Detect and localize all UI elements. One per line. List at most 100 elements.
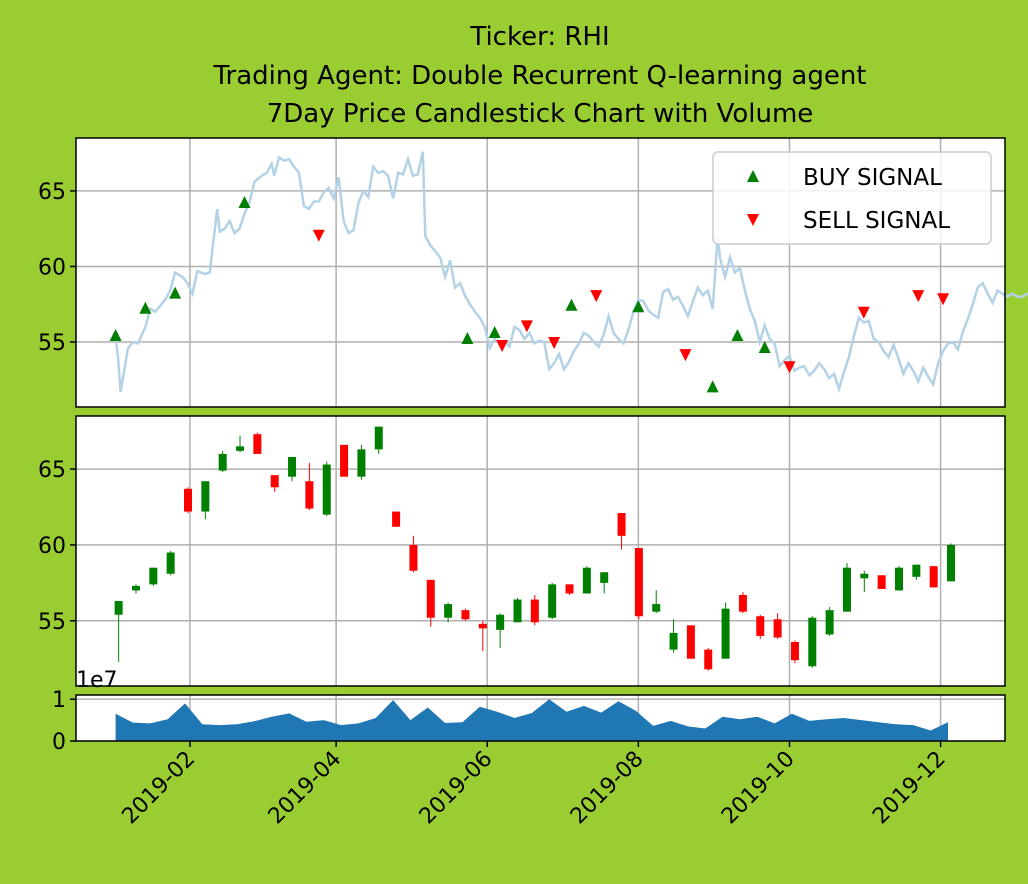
- candle-axes-frame: [75, 415, 1006, 687]
- candle-grid: [76, 416, 1005, 686]
- price-panel: 55 60 65 BUY SIGNAL SELL SIGNAL: [38, 137, 1028, 408]
- candle-body: [808, 617, 817, 667]
- title-line-2: Trading Agent: Double Recurrent Q-learni…: [213, 61, 867, 91]
- candle-body: [565, 584, 574, 594]
- sell-signal-marker: [912, 290, 925, 303]
- candle-y-ticks: 55 60 65: [38, 458, 76, 635]
- candle-body: [357, 449, 366, 477]
- candle-body: [305, 481, 314, 509]
- y-tick-label: 55: [38, 610, 66, 635]
- candle-body: [860, 573, 869, 579]
- candle-body: [236, 446, 245, 451]
- candle-body: [600, 572, 609, 583]
- buy-signal-markers: [109, 195, 771, 393]
- buy-signal-marker: [169, 286, 182, 299]
- candle-body: [877, 575, 886, 589]
- buy-signal-marker: [632, 300, 645, 313]
- buy-signal-marker: [731, 328, 744, 341]
- candle-body: [218, 453, 227, 471]
- y-tick-label: 55: [38, 331, 66, 356]
- sell-signal-marker: [857, 306, 870, 319]
- price-axes-frame: [75, 137, 1006, 408]
- volume-axes-frame: [75, 694, 1006, 742]
- legend-sell-label: SELL SIGNAL: [803, 208, 950, 234]
- candle-body: [322, 464, 331, 515]
- legend-buy-marker: [747, 170, 759, 182]
- sell-signal-marker: [548, 337, 561, 350]
- buy-signal-marker: [565, 298, 578, 311]
- candle-body: [912, 564, 921, 577]
- candle-body: [114, 601, 123, 615]
- candle-body: [652, 604, 661, 612]
- candle-body: [617, 513, 626, 536]
- sell-signal-marker: [496, 340, 509, 353]
- candle-body: [409, 544, 418, 571]
- candle-body: [842, 567, 851, 612]
- title-line-3: 7Day Price Candlestick Chart with Volume: [267, 99, 814, 129]
- candle-body: [461, 610, 470, 620]
- candle-body: [825, 610, 834, 635]
- sell-signal-marker: [312, 229, 325, 242]
- legend-box: [712, 151, 992, 245]
- candle-body: [201, 481, 210, 512]
- legend: BUY SIGNAL SELL SIGNAL: [712, 151, 992, 245]
- candle-body: [686, 625, 695, 659]
- candle-body: [392, 511, 401, 527]
- candle-body: [496, 614, 505, 630]
- candles: [114, 426, 956, 671]
- candle-body: [756, 616, 765, 636]
- candle-body: [253, 434, 262, 454]
- candle-body: [790, 642, 799, 661]
- candle-body: [444, 604, 453, 618]
- candle-body: [721, 608, 730, 659]
- candle-body: [929, 566, 938, 588]
- candle-body: [374, 426, 383, 450]
- candle-body: [548, 584, 557, 618]
- buy-signal-marker: [109, 328, 122, 341]
- sell-signal-marker: [520, 320, 533, 333]
- buy-signal-marker: [758, 341, 771, 354]
- candle-body: [149, 567, 158, 585]
- candle-body: [530, 599, 539, 623]
- candle-body: [166, 552, 175, 574]
- sell-signal-marker: [679, 349, 692, 362]
- sell-signal-marker: [590, 290, 603, 303]
- legend-sell-marker: [747, 214, 759, 226]
- volume-panel: 01 1e7: [52, 668, 1006, 755]
- price-y-ticks: 55 60 65: [38, 180, 76, 356]
- volume-y-ticks: 01: [52, 688, 76, 755]
- buy-signal-marker: [238, 195, 251, 208]
- candle-plot-area: [76, 416, 1005, 686]
- candle-body: [947, 544, 956, 582]
- sell-signal-marker: [937, 293, 950, 306]
- volume-area: [115, 699, 949, 741]
- legend-buy-label: BUY SIGNAL: [803, 165, 942, 191]
- candle-body: [582, 567, 591, 594]
- y-tick-label: 65: [38, 458, 66, 483]
- candle-body: [704, 649, 713, 670]
- candle-body: [340, 444, 349, 477]
- buy-signal-marker: [461, 331, 474, 344]
- buy-signal-marker: [706, 380, 719, 393]
- buy-signal-marker: [139, 301, 152, 314]
- candle-body: [894, 567, 903, 591]
- y-tick-label: 65: [38, 180, 66, 205]
- sell-signal-markers: [312, 229, 950, 374]
- candle-body: [270, 475, 279, 488]
- candlestick-panel: 55 60 65: [38, 415, 1006, 687]
- candle-body: [184, 488, 193, 512]
- candle-body: [773, 619, 782, 638]
- candle-body: [513, 599, 522, 623]
- candle-body: [669, 632, 678, 650]
- y-tick-label: 1: [52, 688, 66, 713]
- price-line: [114, 151, 1028, 394]
- candle-body: [634, 547, 643, 617]
- title-line-1: Ticker: RHI: [469, 22, 609, 52]
- candle-body: [131, 585, 140, 591]
- sell-signal-marker: [783, 361, 796, 374]
- candle-body: [478, 623, 487, 629]
- candle-body: [426, 579, 435, 618]
- y-tick-label: 60: [38, 255, 66, 280]
- buy-signal-marker: [488, 325, 501, 338]
